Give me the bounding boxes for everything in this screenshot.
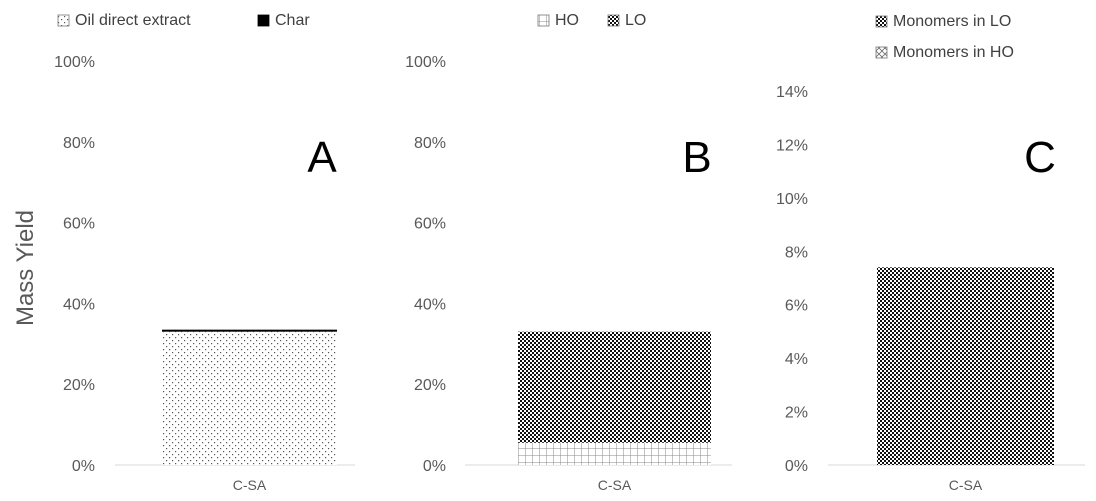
legend-label: Monomers in HO xyxy=(893,44,1014,61)
bar-ho xyxy=(518,442,711,465)
panel-label: C xyxy=(1024,133,1056,182)
y-tick-label: 60% xyxy=(414,216,446,233)
y-tick-label: 20% xyxy=(414,377,446,394)
y-tick-label: 20% xyxy=(63,377,95,394)
bar-lo xyxy=(518,331,711,443)
x-tick-label: C-SA xyxy=(598,477,632,493)
panel-b: 0% 20% 40% 60% 80% 100% C-SA B HO LO xyxy=(405,12,732,493)
panel-a: 0% 20% 40% 60% 80% 100% C-SA A Oil direct extrac… xyxy=(54,12,355,493)
y-tick-label: 10% xyxy=(776,191,808,208)
panel-label: A xyxy=(307,133,337,182)
legend-label: HO xyxy=(555,12,579,29)
legend-swatch xyxy=(257,14,270,27)
legend-swatch xyxy=(607,14,620,27)
legend-swatch xyxy=(875,46,888,59)
bar-char xyxy=(162,329,337,332)
y-tick-label: 0% xyxy=(785,458,808,475)
y-tick-label: 2% xyxy=(785,405,808,422)
y-tick-label: 0% xyxy=(423,458,446,475)
x-tick-label: C-SA xyxy=(949,477,983,493)
legend-swatch xyxy=(537,14,550,27)
y-tick-label: 6% xyxy=(785,298,808,315)
y-tick-label: 60% xyxy=(63,216,95,233)
legend-label: Char xyxy=(275,12,310,29)
bar-oil-direct-extract xyxy=(162,331,337,465)
legend-swatch xyxy=(57,14,70,27)
y-axis-label: Mass Yield xyxy=(12,210,39,326)
legend-swatch xyxy=(875,15,888,28)
y-tick-label: 40% xyxy=(63,296,95,313)
y-tick-label: 8% xyxy=(785,244,808,261)
y-tick-label: 100% xyxy=(54,54,95,71)
panel-label: B xyxy=(682,133,711,182)
y-tick-label: 14% xyxy=(776,84,808,101)
y-tick-label: 80% xyxy=(63,135,95,152)
bar-monomers-in-lo xyxy=(877,267,1054,465)
legend-label: Monomers in LO xyxy=(893,13,1011,30)
x-tick-label: C-SA xyxy=(233,477,267,493)
y-tick-label: 100% xyxy=(405,54,446,71)
y-tick-label: 0% xyxy=(72,458,95,475)
y-tick-label: 40% xyxy=(414,296,446,313)
legend-label: LO xyxy=(625,12,646,29)
legend-label: Oil direct extract xyxy=(75,12,191,29)
y-tick-label: 12% xyxy=(776,137,808,154)
y-tick-label: 4% xyxy=(785,351,808,368)
panel-c: 0% 2% 4% 6% 8% 10% 12% 14% C-SA C Monomers in LO Mo… xyxy=(776,13,1085,493)
y-tick-label: 80% xyxy=(414,135,446,152)
